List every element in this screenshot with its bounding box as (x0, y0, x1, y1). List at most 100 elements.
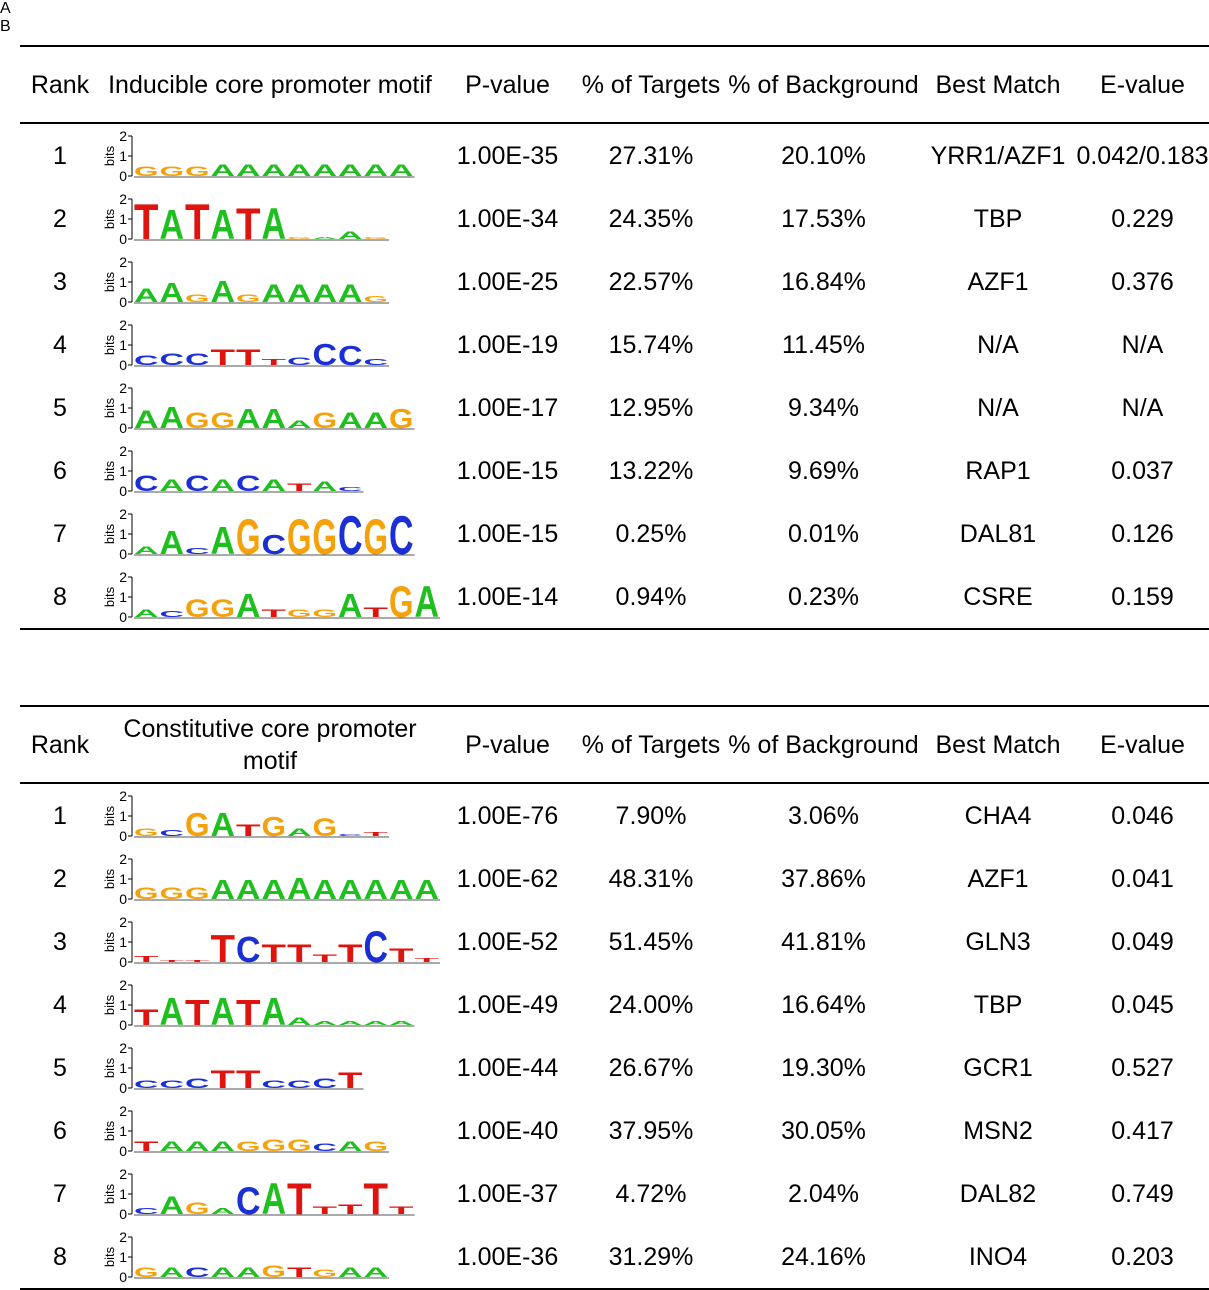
rank-cell: 7 (53, 1179, 67, 1208)
logo-letter: C (338, 341, 363, 372)
logo-letter: C (160, 1078, 185, 1090)
e-value-cell: 0.046 (1111, 801, 1174, 830)
logo-axis-tick-label: 2 (119, 1103, 127, 1119)
logo-axis-tick-label: 0 (119, 1080, 127, 1096)
logo-letter: C (134, 353, 159, 368)
table-row: 1 bits 0 1 2 G G G A A A A A A A A 1.00E-35 27.31% 20.10% Y… (20, 123, 1209, 187)
background-cell: 0.23% (727, 565, 920, 630)
background-cell: 3.06% (788, 801, 859, 830)
logo-letter: C (389, 505, 414, 565)
logo-axis-tick-label: 2 (119, 977, 127, 993)
table-row: 5 bits 0 1 2 A A G G A A A G A A G 1.00E-17 12.95% 9.34% N/… (20, 376, 1209, 439)
rank-cell: 3 (53, 927, 67, 956)
logo-letter: G (389, 577, 414, 626)
targets-cell: 22.57% (608, 267, 694, 296)
background-cell: 19.30% (781, 1053, 866, 1082)
table-row: 6 bits 0 1 2 T A A A G G G C A G 1.00E-40 37.95% 30.05% MS… (20, 1099, 1209, 1162)
logo-letter: A (415, 875, 440, 906)
logo-letter: T (185, 994, 210, 1034)
logo-axis-label: bits (102, 994, 117, 1015)
logo-letter: A (262, 476, 287, 494)
logo-letter: A (160, 1192, 185, 1220)
logo-axis-tick-label: 1 (119, 274, 127, 290)
e-value-cell: N/A (1121, 393, 1164, 422)
logo-axis-tick-label: 1 (119, 1123, 127, 1139)
logo-letter: G (262, 812, 287, 843)
logo-axis-tick-label: 1 (119, 1186, 127, 1202)
header-cell: P-value (440, 45, 575, 124)
logo-letter: G (185, 1199, 210, 1217)
logo-letter: G (160, 884, 185, 902)
logo-axis-tick-label: 2 (119, 788, 127, 804)
logo-letter: C (160, 829, 185, 838)
rank-cell: 4 (53, 330, 67, 359)
logo-letter: T (287, 1174, 312, 1223)
logo-axis-tick-label: 0 (119, 609, 127, 625)
logo-axis-tick-label: 2 (119, 1166, 127, 1182)
background-cell: 17.53% (781, 204, 866, 233)
logo-axis-tick-label: 2 (119, 1229, 127, 1245)
logo-letter: A (338, 1265, 363, 1280)
e-value-cell: 0.229 (1111, 204, 1174, 233)
logo-letter: T (338, 1202, 363, 1217)
logo-axis-tick-label: 0 (119, 357, 127, 373)
logo-axis-label: bits (102, 334, 117, 355)
rank-cell: 5 (53, 393, 67, 422)
logo-axis-tick-label: 2 (119, 506, 127, 522)
rank-cell: 5 (53, 1053, 67, 1082)
best-match-cell: DAL82 (959, 1179, 1037, 1208)
panel-label: A (0, 0, 11, 17)
p-value-cell: 1.00E-19 (456, 330, 559, 359)
rank-cell: 7 (53, 519, 67, 548)
logo-letter: C (134, 1207, 159, 1216)
logo-axis-tick-label: 2 (119, 128, 127, 144)
p-value-cell: 1.00E-34 (456, 204, 559, 233)
logo-letter: C (313, 1141, 338, 1153)
logo-axis-tick-label: 0 (119, 231, 127, 247)
logo-letter: C (287, 355, 312, 367)
best-match-cell: N/A (977, 330, 1019, 359)
targets-cell: 15.74% (608, 330, 694, 359)
logo-letter: G (134, 826, 159, 838)
rank-cell: 2 (53, 204, 67, 233)
logo-letter: A (338, 161, 363, 179)
logo-axis-tick-label: 1 (119, 463, 127, 479)
p-value-cell: 1.00E-62 (456, 864, 559, 893)
logo-letter: A (313, 875, 338, 906)
logo-letter: T (262, 940, 287, 968)
targets-cell: 12.95% (608, 393, 694, 422)
motif-table: Rank Inducible core promoter motif P-value… (20, 45, 1209, 630)
logo-letter: T (313, 1204, 338, 1216)
header-cell: Rank (20, 705, 100, 784)
best-match-cell: N/A (977, 393, 1019, 422)
logo-letter: A (389, 1020, 414, 1026)
logo-axis-tick-label: 0 (119, 1017, 127, 1033)
header-cell: % of Background (727, 705, 920, 784)
logo-letter: A (160, 401, 185, 435)
logo-axis-tick-label: 1 (119, 997, 127, 1013)
logo-axis-tick-label: 2 (119, 569, 127, 585)
logo-axis-label: bits (102, 397, 117, 418)
best-match-cell: INO4 (920, 1225, 1076, 1290)
logo-letter: C (338, 505, 363, 565)
logo-letter: T (211, 1066, 236, 1094)
best-match-cell: CSRE (920, 565, 1076, 630)
p-value-cell: 1.00E-17 (456, 393, 559, 422)
best-match-cell: YRR1/AZF1 (930, 141, 1066, 170)
logo-letter: A (236, 404, 261, 435)
targets-cell: 26.67% (608, 1053, 694, 1082)
logo-letter: A (211, 875, 236, 906)
header-cell: Rank (20, 45, 100, 124)
targets-cell: 51.45% (608, 927, 694, 956)
logo-letter: A (262, 404, 287, 435)
logo-axis-tick-label: 2 (119, 1040, 127, 1056)
logo-axis-tick-label: 2 (119, 914, 127, 930)
